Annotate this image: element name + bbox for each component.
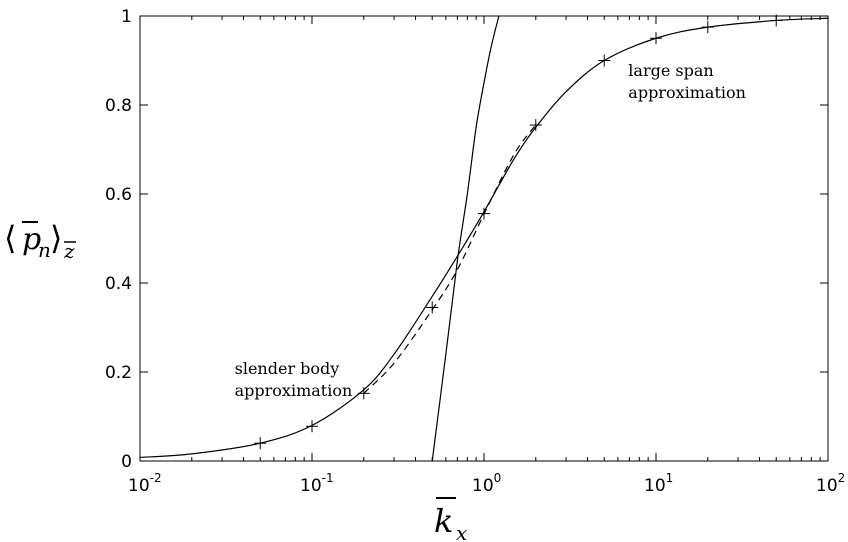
annotation-text: approximation: [628, 83, 746, 102]
ticks-layer: [139, 15, 829, 462]
plus-marker: [426, 301, 439, 314]
annotation-text: slender body: [235, 359, 340, 378]
svg-text:⟨: ⟨: [4, 219, 16, 257]
series-line-3: [363, 124, 537, 394]
x-tick-label: 100: [472, 471, 501, 496]
labels-layer: 10-2 10-1 100 101 102 0 0.2 0.4 0.6 0.8 1: [105, 7, 845, 496]
y-tick-label: 0: [121, 452, 132, 472]
y-tick-label: 1: [121, 7, 132, 27]
svg-text:k: k: [434, 502, 453, 540]
y-tick-label: 0.6: [105, 185, 132, 205]
series-line-2: [431, 15, 500, 462]
plus-marker: [650, 32, 662, 45]
plus-marker: [701, 21, 714, 34]
annotation-text: large span: [628, 61, 713, 80]
x-tick-label: 101: [644, 471, 673, 496]
y-tick-label: 0.2: [105, 363, 132, 383]
y-tick-label: 0.4: [105, 274, 132, 294]
svg-text:z: z: [63, 239, 75, 263]
x-tick-label: 102: [816, 471, 845, 496]
svg-text:x: x: [456, 521, 467, 542]
plus-marker: [254, 437, 267, 450]
plus-marker: [529, 119, 542, 132]
plus-marker: [598, 54, 611, 67]
x-tick-label: 10-2: [128, 471, 162, 496]
svg-text:n: n: [38, 238, 51, 262]
svg-text:⟩: ⟩: [50, 219, 62, 257]
plus-marker: [306, 420, 318, 433]
y-tick-label: 0.8: [105, 96, 132, 116]
annotation-text: approximation: [235, 381, 353, 400]
svg-text:p: p: [22, 222, 41, 257]
plus-marker: [478, 207, 490, 220]
annotation-layer: slender body approximation large span appro…: [235, 61, 746, 400]
x-axis-title: k x: [434, 497, 467, 542]
x-tick-label: 10-1: [300, 471, 334, 496]
plus-marker: [357, 387, 370, 400]
y-axis-title: ⟨ p n ⟩ z: [4, 219, 76, 263]
